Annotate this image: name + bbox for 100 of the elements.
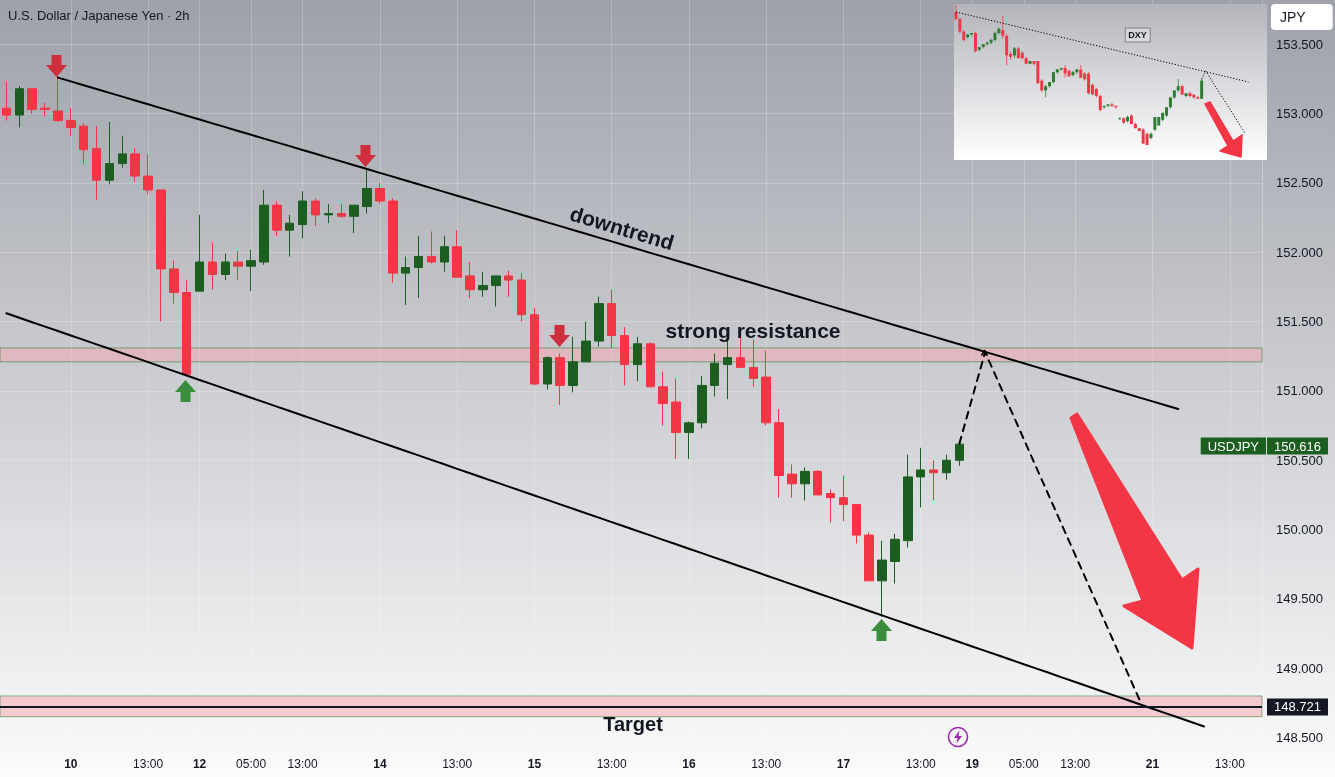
candlestick <box>697 375 707 429</box>
candlestick <box>388 197 398 284</box>
candlestick <box>633 336 642 382</box>
candlestick <box>864 531 874 582</box>
candlestick <box>27 88 37 115</box>
candlestick <box>955 443 964 467</box>
x-tick-label: 16 <box>682 757 696 771</box>
x-tick-label: 19 <box>965 757 980 771</box>
candlestick <box>852 504 861 544</box>
y-axis-title: JPY <box>1280 9 1307 25</box>
candlestick <box>130 147 140 183</box>
y-tick-label: 153.500 <box>1276 36 1323 52</box>
candlestick <box>66 107 76 137</box>
x-tick-label: 13:00 <box>287 757 318 771</box>
candlestick <box>581 321 591 363</box>
candlestick <box>285 214 294 257</box>
candlestick <box>555 353 565 406</box>
x-tick-label: 10 <box>64 757 78 771</box>
candlestick <box>787 463 797 499</box>
x-tick-label: 12 <box>192 757 207 771</box>
y-tick-label: 149.500 <box>1276 591 1323 607</box>
candlestick <box>903 454 913 549</box>
candlestick <box>298 190 307 239</box>
candlestick <box>671 377 681 460</box>
candlestick <box>813 469 822 496</box>
x-tick-label: 17 <box>836 757 851 771</box>
candlestick <box>259 189 269 266</box>
candlestick <box>916 447 925 508</box>
candlestick <box>877 540 887 618</box>
x-tick-label: 13:00 <box>133 757 164 771</box>
annotation: Target <box>603 713 664 735</box>
y-tick-label: 152.000 <box>1276 244 1323 260</box>
ref-line-label: 148.721 <box>1274 699 1321 715</box>
x-tick-label: 21 <box>1145 757 1160 771</box>
y-tick-label: 151.000 <box>1276 383 1323 399</box>
candlestick <box>774 408 784 499</box>
candlestick <box>143 153 153 195</box>
annotation: strong resistance <box>665 318 841 342</box>
candlestick <box>169 260 179 305</box>
candlestick <box>233 250 243 281</box>
candlestick <box>401 255 410 306</box>
candlestick <box>79 122 88 165</box>
candlestick <box>658 371 668 427</box>
candlestick <box>53 75 63 123</box>
x-tick-label: 13:00 <box>596 757 628 771</box>
candlestick <box>414 235 423 299</box>
candlestick <box>543 355 552 391</box>
candlestick <box>40 102 50 117</box>
y-tick-label: 150.000 <box>1276 522 1323 538</box>
x-tick-label: 15 <box>527 757 542 771</box>
x-tick-label: 13:00 <box>442 757 473 771</box>
candlestick <box>452 229 462 278</box>
x-tick-label: 14 <box>373 757 387 771</box>
candlestick <box>684 420 694 460</box>
candlestick <box>440 235 449 273</box>
candlestick <box>246 249 256 292</box>
x-tick-label: 13:00 <box>1214 757 1246 771</box>
x-tick-label: 05:00 <box>1008 757 1040 771</box>
y-tick-label: 153.000 <box>1276 106 1323 122</box>
text: 150.616 <box>1274 438 1321 454</box>
candlestick <box>594 296 604 348</box>
y-tick-label: 151.500 <box>1276 314 1323 330</box>
candlestick <box>349 204 359 234</box>
candlestick <box>427 231 436 264</box>
candlestick <box>362 168 372 214</box>
candlestick <box>890 533 900 585</box>
candlestick <box>156 189 166 323</box>
candlestick <box>800 466 810 501</box>
candlestick <box>478 271 488 298</box>
candlestick <box>195 214 204 292</box>
candlestick <box>311 197 320 227</box>
candlestick <box>105 121 114 185</box>
candlestick <box>182 279 191 377</box>
candlestick <box>568 336 578 393</box>
candlestick <box>942 454 951 481</box>
candlestick <box>736 336 745 368</box>
x-tick-label: 05:00 <box>236 757 267 771</box>
y-tick-label: 149.000 <box>1276 660 1323 676</box>
candlestick <box>324 203 333 224</box>
x-tick-label: 13:00 <box>905 757 937 771</box>
y-tick-label: 152.500 <box>1276 175 1323 191</box>
candlestick <box>272 200 282 237</box>
candlestick <box>221 253 230 281</box>
x-tick-label: 13:00 <box>751 757 782 771</box>
candlestick <box>337 203 346 219</box>
candlestick <box>761 350 771 427</box>
candlestick <box>491 275 501 307</box>
candlestick <box>465 261 475 299</box>
annotation: USDJPY <box>1207 438 1260 454</box>
candlestick <box>118 135 127 169</box>
y-tick-label: 148.500 <box>1276 730 1323 746</box>
candlestick <box>646 341 655 388</box>
candlestick <box>710 353 719 397</box>
candlestick <box>530 307 539 386</box>
candlestick <box>15 85 24 129</box>
candlestick <box>375 182 385 205</box>
annotation: DXY <box>1124 27 1151 42</box>
y-tick-label: 150.500 <box>1276 452 1323 468</box>
text: U.S. Dollar / Japanese Yen · 2h <box>8 8 190 23</box>
x-tick-label: 13:00 <box>1060 757 1091 771</box>
